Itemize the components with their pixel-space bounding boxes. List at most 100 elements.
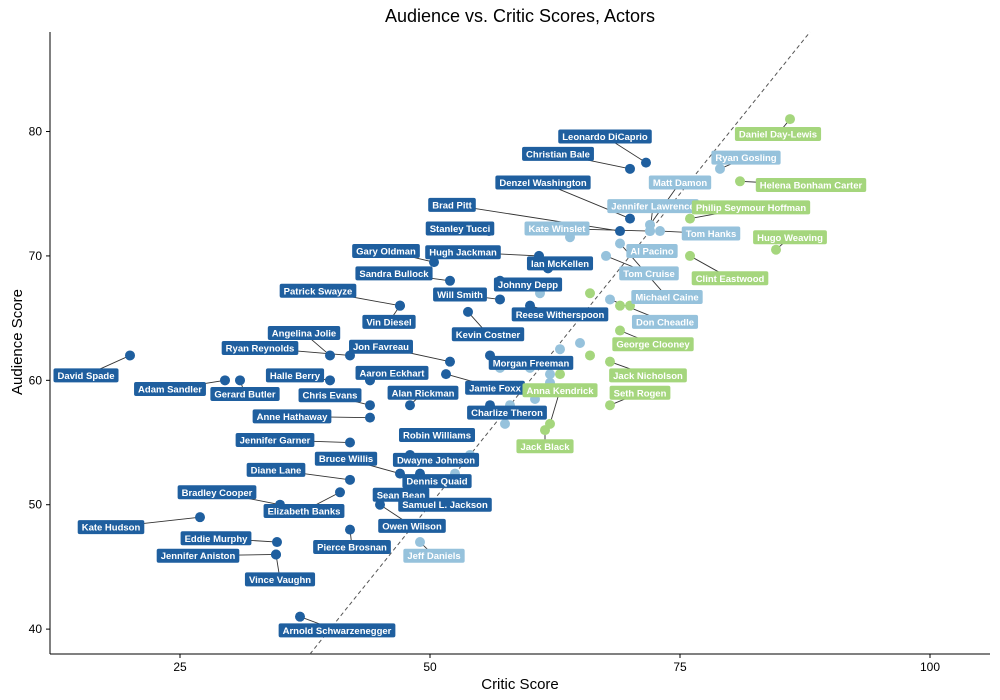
y-tick-label: 70 [29, 249, 43, 263]
data-point [365, 400, 375, 411]
label-box [691, 271, 769, 286]
point-label: Jennifer Aniston [156, 548, 240, 563]
label-box [403, 548, 465, 563]
label-box [425, 221, 495, 236]
point-labels: Leonardo DiCaprio Christian Bale Denzel Wa… [53, 127, 867, 638]
y-tick-label: 60 [29, 373, 43, 387]
data-point [555, 369, 565, 380]
label-text: Patrick Swayze [284, 286, 353, 297]
label-box [609, 385, 671, 400]
label-text: Owen Wilson [382, 521, 442, 532]
label-text: David Spade [57, 371, 114, 382]
point-label: Jeff Daniels [403, 548, 465, 563]
label-box [298, 388, 362, 403]
label-text: Will Smith [437, 290, 483, 301]
chart-title: Audience vs. Critic Scores, Actors [385, 6, 655, 26]
data-point [375, 499, 385, 510]
label-text: Diane Lane [251, 465, 302, 476]
point-label: Morgan Freeman [488, 355, 574, 370]
label-text: Morgan Freeman [493, 358, 570, 369]
label-text: George Clooney [616, 340, 690, 351]
label-connector [451, 204, 621, 232]
data-point [195, 512, 205, 523]
label-text: Jon Favreau [353, 342, 409, 353]
label-box [210, 387, 280, 402]
label-text: Philip Seymour Hoffman [696, 203, 807, 214]
label-box [398, 428, 476, 443]
point-label: Adam Sandler [134, 382, 206, 397]
label-text: Daniel Day-Lewis [739, 130, 817, 141]
y-axis-title: Audience Score [9, 289, 26, 395]
data-point [395, 300, 405, 311]
label-box [522, 146, 594, 161]
x-tick-label: 100 [920, 660, 940, 674]
x-tick-label: 50 [423, 660, 437, 674]
data-point [345, 437, 355, 448]
label-box [495, 175, 591, 190]
label-box [267, 326, 341, 341]
label-box [362, 314, 416, 329]
label-box [681, 226, 741, 241]
label-text: Chris Evans [303, 391, 358, 402]
point-label: Gary Oldman [352, 243, 420, 258]
label-text: Vince Vaughn [249, 575, 311, 586]
data-point [615, 238, 625, 249]
point-label: Elizabeth Banks [263, 503, 345, 518]
point-label: Vince Vaughn [244, 572, 316, 587]
point-label: George Clooney [612, 337, 694, 352]
point-label: Kevin Costner [451, 327, 525, 342]
point-label: Don Cheadle [631, 314, 699, 329]
label-box [467, 405, 547, 420]
label-box [648, 175, 712, 190]
data-point [125, 350, 135, 361]
label-text: Michael Caine [635, 292, 698, 303]
label-text: Gerard Butler [214, 390, 276, 401]
x-axis-title: Critic Score [481, 676, 559, 693]
label-text: Jeff Daniels [407, 551, 460, 562]
label-text: Reese Witherspoon [516, 310, 605, 321]
label-box [425, 245, 501, 260]
label-box [53, 368, 119, 383]
point-label: Alan Rickman [387, 385, 459, 400]
point-label: Angelina Jolie [267, 326, 341, 341]
point-label: Jack Black [516, 439, 574, 454]
label-text: Ryan Gosling [715, 153, 776, 164]
point-label: Stanley Tucci [425, 221, 495, 236]
label-box [77, 520, 145, 535]
data-point [235, 375, 245, 386]
point-label: Gerard Butler [210, 387, 280, 402]
label-text: Robin Williams [403, 431, 471, 442]
point-label: Johnny Depp [493, 277, 563, 292]
label-text: Kate Winslet [529, 224, 587, 235]
label-box [278, 623, 396, 638]
label-text: Charlize Theron [471, 408, 543, 419]
label-text: Ryan Reynolds [226, 343, 295, 354]
label-box [711, 150, 781, 165]
label-text: Leonardo DiCaprio [562, 132, 648, 143]
label-text: Angelina Jolie [272, 329, 336, 340]
point-label: Arnold Schwarzenegger [278, 623, 396, 638]
label-text: Anne Hathaway [257, 412, 328, 423]
label-text: Bradley Cooper [182, 488, 253, 499]
data-point [335, 487, 345, 498]
data-point [555, 344, 565, 355]
label-box [279, 283, 357, 298]
data-point [405, 400, 415, 411]
label-box [235, 433, 315, 448]
data-point [655, 226, 665, 237]
point-label: Charlize Theron [467, 405, 547, 420]
label-text: Vin Diesel [366, 317, 411, 328]
point-label: Anne Hathaway [252, 409, 332, 424]
label-text: Elizabeth Banks [268, 506, 341, 517]
data-point [540, 425, 550, 436]
point-label: Hugo Weaving [753, 230, 827, 245]
data-point [715, 163, 725, 174]
data-point [615, 325, 625, 336]
label-box [488, 355, 574, 370]
point-label: Philip Seymour Hoffman [691, 200, 811, 215]
identity-line [309, 31, 811, 655]
point-label: Anna Kendrick [522, 383, 598, 398]
label-box [631, 314, 699, 329]
label-text: Jack Nicholson [613, 371, 683, 382]
data-point [615, 300, 625, 311]
